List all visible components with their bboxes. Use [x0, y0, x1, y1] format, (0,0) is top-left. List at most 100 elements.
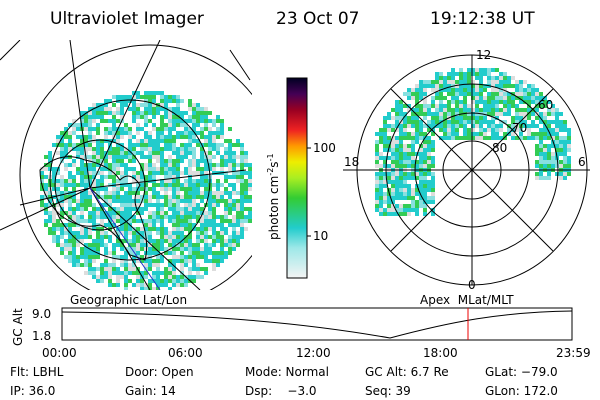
- pixel: [188, 163, 192, 167]
- pixel: [240, 147, 244, 151]
- pixel: [180, 251, 184, 255]
- pixel: [491, 100, 495, 104]
- pixel: [164, 187, 168, 191]
- pixel: [463, 116, 467, 120]
- pixel: [216, 231, 220, 235]
- pixel: [108, 171, 112, 175]
- pixel: [236, 163, 240, 167]
- pixel: [427, 108, 431, 112]
- colorbar-tick-label: 10: [313, 229, 328, 243]
- pixel: [431, 212, 435, 216]
- pixel: [232, 167, 236, 171]
- pixel: [156, 247, 160, 251]
- pixel: [44, 167, 48, 171]
- pixel: [148, 119, 152, 123]
- pixel: [148, 131, 152, 135]
- pixel: [439, 96, 443, 100]
- pixel: [543, 96, 547, 100]
- pixel: [124, 207, 128, 211]
- pixel: [116, 171, 120, 175]
- pixel: [144, 163, 148, 167]
- pixel: [515, 112, 519, 116]
- pixel: [52, 143, 56, 147]
- pixel: [80, 227, 84, 231]
- pixel: [172, 207, 176, 211]
- pixel: [144, 155, 148, 159]
- pixel: [427, 84, 431, 88]
- pixel: [443, 132, 447, 136]
- pixel: [399, 132, 403, 136]
- pixel: [188, 115, 192, 119]
- pixel: [491, 120, 495, 124]
- pixel: [148, 283, 152, 287]
- pixel: [483, 120, 487, 124]
- time-label: 18:00: [423, 346, 458, 360]
- pixel: [232, 175, 236, 179]
- pixel: [64, 255, 68, 259]
- pixel: [188, 227, 192, 231]
- pixel: [204, 167, 208, 171]
- pixel: [132, 239, 136, 243]
- pixel: [48, 219, 52, 223]
- pixel: [124, 279, 128, 283]
- pixel: [40, 171, 44, 175]
- pixel: [196, 159, 200, 163]
- pixel: [419, 164, 423, 168]
- pixel: [160, 243, 164, 247]
- pixel: [168, 267, 172, 271]
- pixel: [403, 124, 407, 128]
- pixel: [172, 163, 176, 167]
- pixel: [435, 124, 439, 128]
- pixel: [196, 171, 200, 175]
- pixel: [200, 215, 204, 219]
- pixel: [192, 199, 196, 203]
- pixel: [244, 215, 248, 219]
- pixel: [204, 271, 208, 275]
- pixel: [132, 235, 136, 239]
- pixel: [84, 203, 88, 207]
- pixel: [148, 247, 152, 251]
- pixel: [72, 163, 76, 167]
- pixel: [196, 191, 200, 195]
- pixel: [108, 251, 112, 255]
- pixel: [535, 92, 539, 96]
- pixel: [164, 111, 168, 115]
- pixel: [483, 132, 487, 136]
- pixel: [168, 231, 172, 235]
- pixel: [124, 195, 128, 199]
- pixel: [435, 108, 439, 112]
- pixel: [399, 108, 403, 112]
- pixel: [136, 255, 140, 259]
- pixel: [439, 84, 443, 88]
- pixel: [204, 143, 208, 147]
- pixel: [52, 179, 56, 183]
- pixel: [423, 124, 427, 128]
- pixel: [160, 103, 164, 107]
- pixel: [216, 251, 220, 255]
- pixel: [511, 124, 515, 128]
- pixel: [120, 203, 124, 207]
- pixel: [467, 108, 471, 112]
- pixel: [148, 103, 152, 107]
- pixel: [156, 155, 160, 159]
- pixel: [411, 188, 415, 192]
- pixel: [495, 108, 499, 112]
- pixel: [427, 152, 431, 156]
- pixel: [44, 175, 48, 179]
- pixel: [216, 131, 220, 135]
- pixel: [491, 68, 495, 72]
- pixel: [172, 279, 176, 283]
- pixel: [172, 275, 176, 279]
- pixel: [56, 171, 60, 175]
- pixel: [415, 172, 419, 176]
- pixel: [188, 271, 192, 275]
- pixel: [64, 143, 68, 147]
- pixel: [244, 207, 248, 211]
- pixel: [543, 136, 547, 140]
- pixel: [124, 203, 128, 207]
- pixel: [72, 255, 76, 259]
- pixel: [92, 187, 96, 191]
- pixel: [507, 108, 511, 112]
- pixel: [120, 195, 124, 199]
